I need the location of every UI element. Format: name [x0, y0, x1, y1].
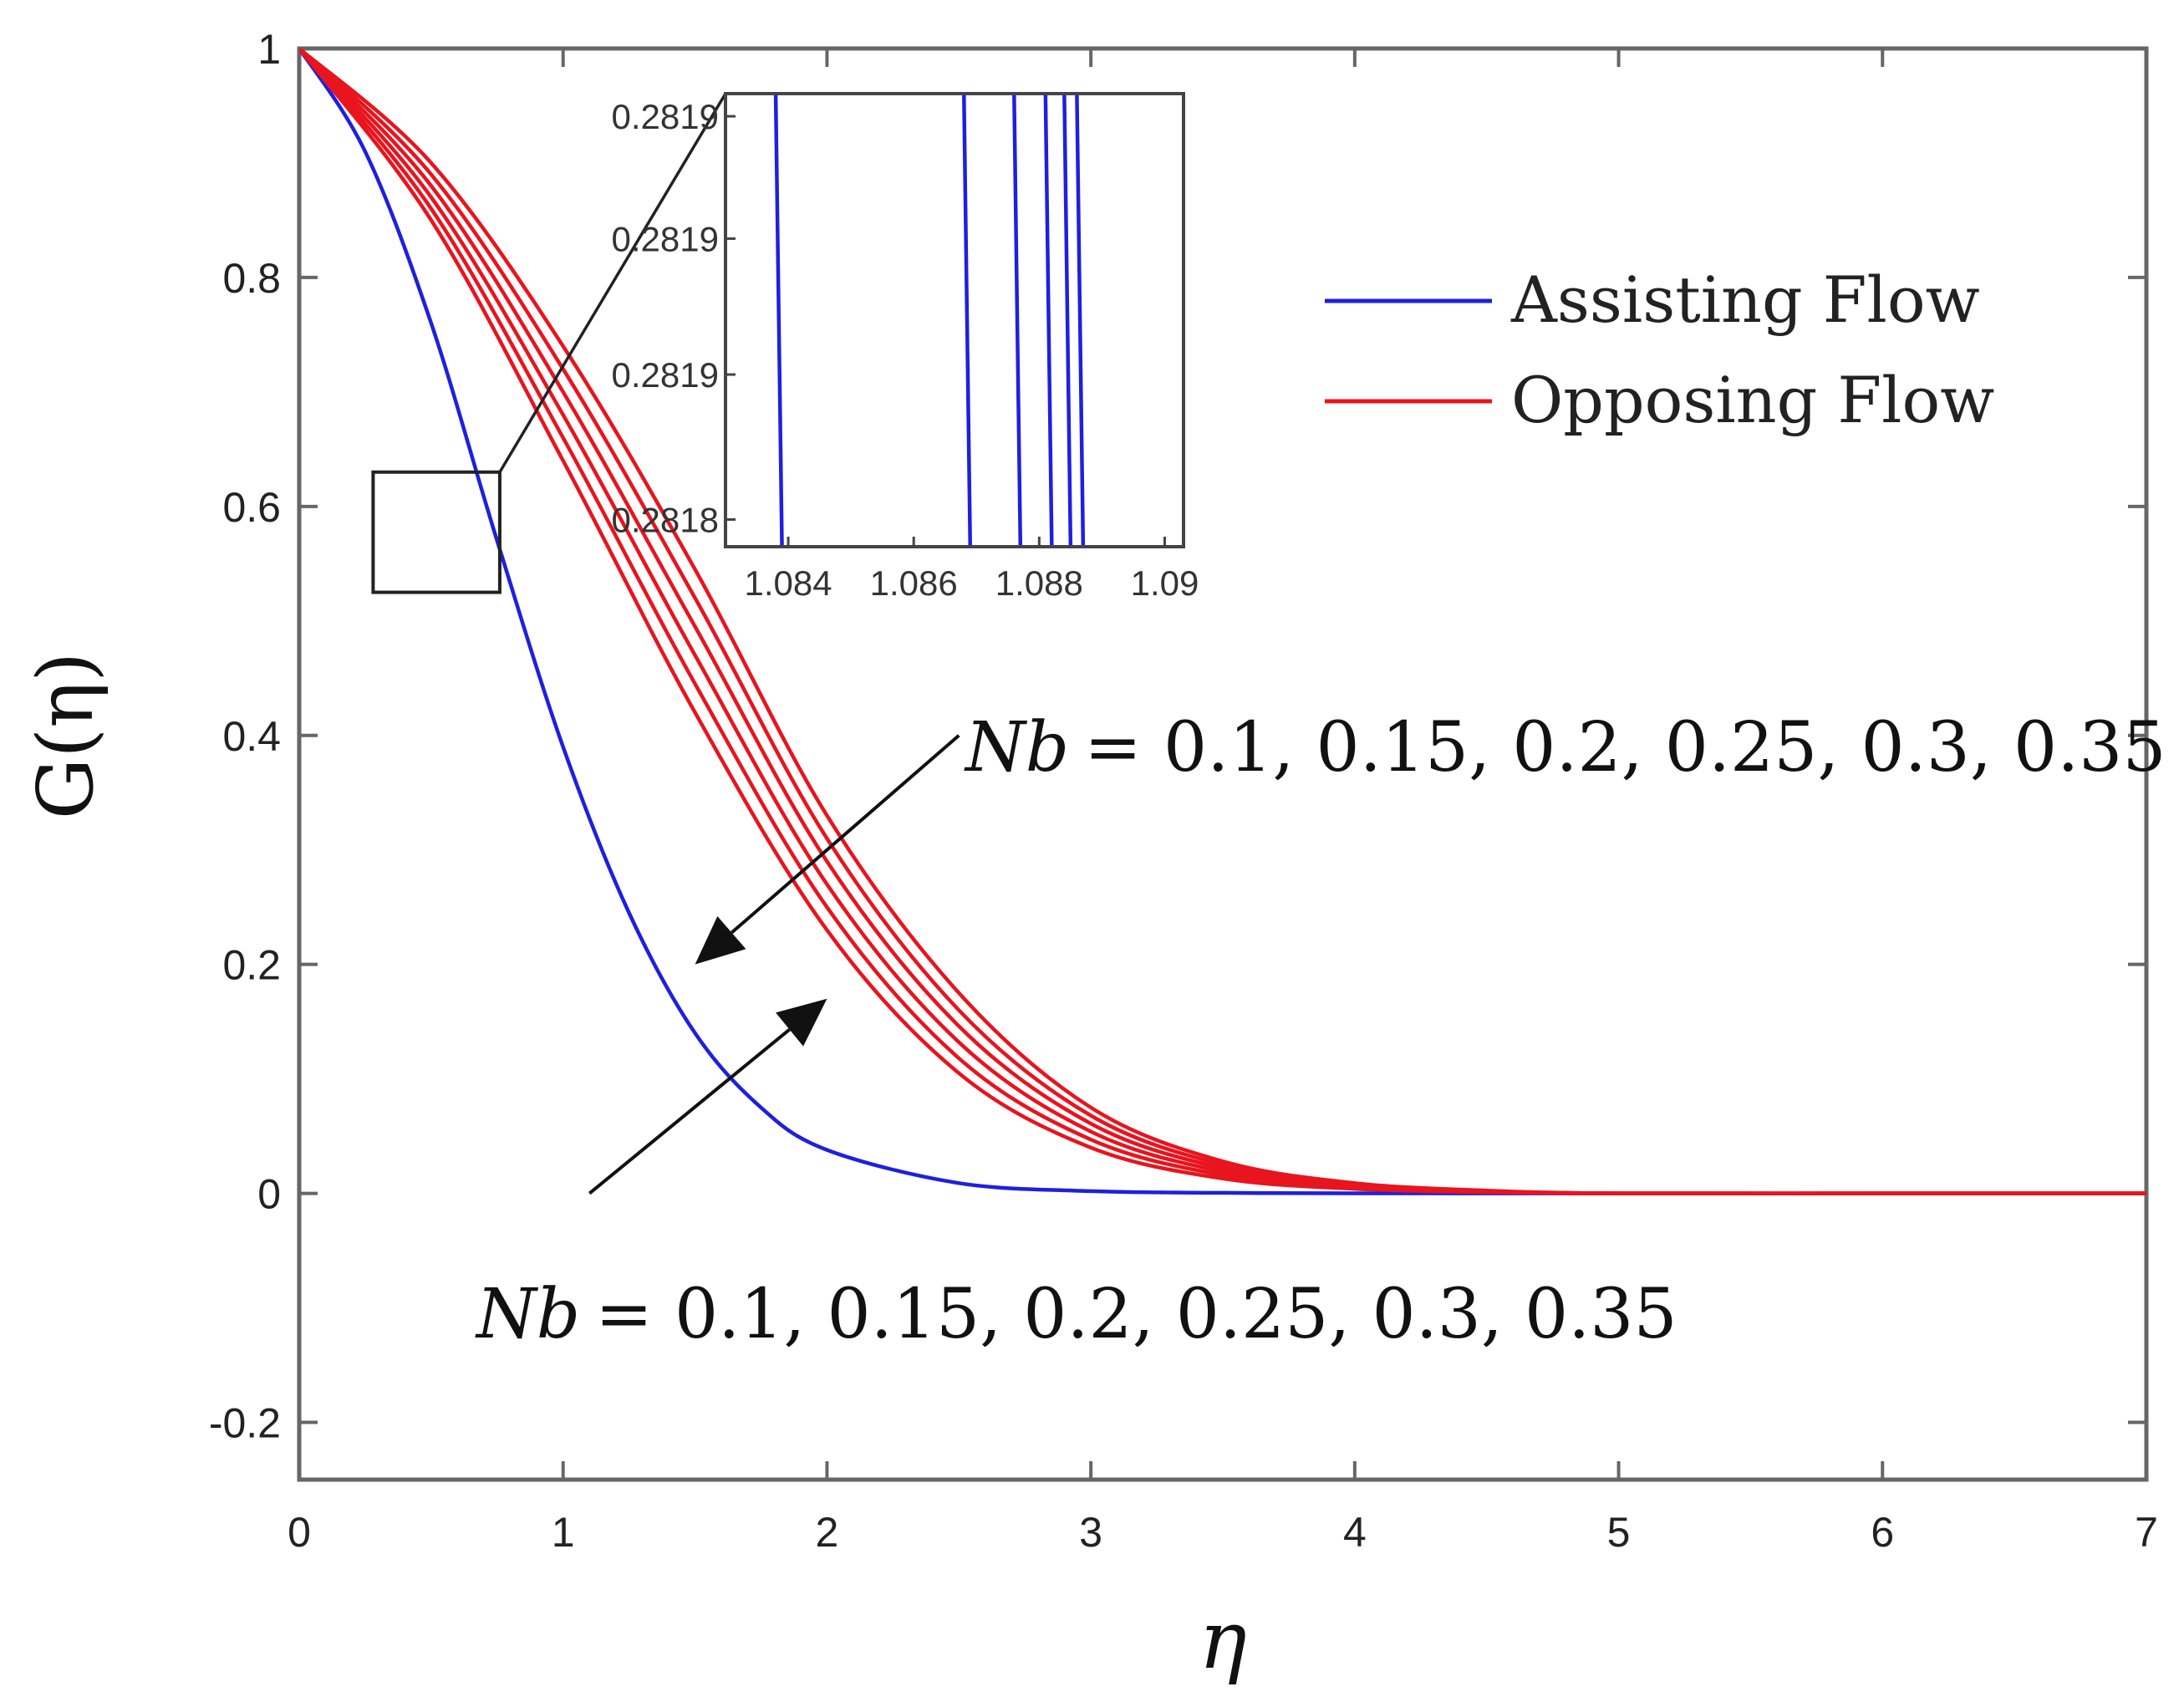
svg-text:Nb= 0.1, 0.15, 0.2, 0.25, 0.3,: Nb = 0.1, 0.15, 0.2, 0.25, 0.3, 0.35 — [964, 708, 2166, 787]
x-tick-label: 1 — [552, 1509, 575, 1556]
legend: Assisting Flow Opposing Flow — [1325, 262, 1994, 437]
inset-axes: 1.084 1.086 1.088 1.09 0.28180.28190.28190.… — [612, 92, 1199, 603]
x-axis-ticks: 0 1 2 3 4 5 6 7 — [288, 48, 2158, 1556]
zoom-connector-line — [498, 93, 727, 473]
annotation-nb-assisting: Nb = 0.1, 0.15, 0.2, 0.25, 0.3, 0.35 — [475, 1275, 1677, 1354]
inset-y-tick-label: 0.2819 — [612, 355, 719, 395]
x-tick-label: 0 — [288, 1509, 311, 1556]
y-tick-label: -0.2 — [209, 1400, 281, 1447]
y-axis-ticks: -0.2 0 0.2 0.4 0.6 0.8 1 — [209, 26, 2146, 1447]
annotation-arrows — [588, 734, 960, 1195]
legend-label-opposing: Opposing Flow — [1511, 363, 1994, 437]
series-layer — [299, 48, 2146, 1196]
x-tick-label: 3 — [1079, 1509, 1102, 1556]
plot-area-frame — [297, 46, 2149, 1482]
annotation-arrow-head — [776, 998, 827, 1047]
inset-x-tick-label: 1.086 — [870, 563, 958, 603]
annotation-nb-opposing-values: = 0.1, 0.15, 0.2, 0.25, 0.3, 0.35 — [1084, 708, 2166, 787]
inset-line — [773, 94, 784, 547]
inset-series-lines — [773, 94, 1086, 547]
annotation-arrow-head — [695, 916, 746, 965]
inset-x-tick-label: 1.084 — [745, 563, 832, 603]
y-tick-label: 0.6 — [222, 484, 281, 531]
annotation-arrow-shaft — [731, 734, 960, 935]
legend-label-assisting: Assisting Flow — [1510, 262, 1980, 337]
inset-background — [725, 94, 1184, 547]
y-tick-label: 0.4 — [222, 713, 281, 760]
x-axis-label: η — [1199, 1593, 1247, 1687]
inset-y-tick-label: 0.2818 — [612, 500, 719, 539]
inset-x-ticks: 1.084 1.086 1.088 1.09 — [745, 537, 1199, 603]
annotation-nb-opposing: Nb = 0.1, 0.15, 0.2, 0.25, 0.3, 0.35 — [964, 708, 2166, 787]
annotation-arrow-shaft — [588, 1027, 791, 1195]
zoom-box — [371, 470, 501, 594]
annotation-nb-assisting-symbol: Nb — [475, 1275, 580, 1354]
x-tick-label: 5 — [1607, 1509, 1631, 1556]
series-line-opposing-6 — [299, 48, 2146, 1196]
y-tick-label: 0.2 — [222, 942, 281, 989]
inset-line — [1062, 94, 1073, 547]
inset-y-tick-label: 0.2819 — [612, 219, 719, 258]
x-tick-label: 6 — [1871, 1509, 1894, 1556]
inset-x-tick-label: 1.088 — [995, 563, 1083, 603]
x-tick-label: 4 — [1343, 1509, 1367, 1556]
zoom-indicator — [371, 93, 727, 594]
inset-y-ticks: 0.2818 0.2819 0.2819 0.2819 — [612, 97, 736, 539]
inset-line — [1075, 94, 1086, 547]
annotation-nb-assisting-values: = 0.1, 0.15, 0.2, 0.25, 0.3, 0.35 — [595, 1275, 1677, 1354]
x-tick-label: 2 — [816, 1509, 839, 1556]
x-tick-label: 7 — [2135, 1509, 2158, 1556]
annotation-nb-opposing-symbol: Nb — [964, 708, 1069, 787]
inset-line — [1012, 94, 1023, 547]
y-tick-label: 1 — [257, 26, 281, 73]
inset-line — [962, 94, 973, 547]
inset-y-tick-label: 0.2819 — [612, 97, 719, 136]
y-axis-label: G(η) — [21, 652, 110, 819]
y-tick-label: 0 — [257, 1171, 281, 1218]
inset-x-tick-label: 1.09 — [1131, 563, 1199, 603]
inset-line — [1043, 94, 1054, 547]
inset-frame — [724, 92, 1185, 548]
svg-text:Nb= 0.1, 0.15, 0.2, 0.25, 0.3,: Nb = 0.1, 0.15, 0.2, 0.25, 0.3, 0.35 — [475, 1275, 1677, 1354]
y-tick-label: 0.8 — [222, 255, 281, 302]
